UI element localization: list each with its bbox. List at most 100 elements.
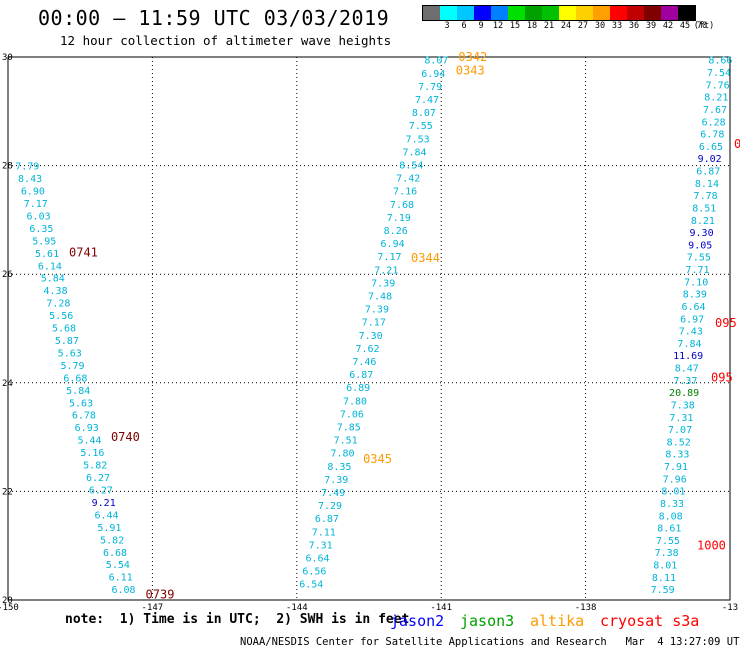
track2-value-label: 7.79 — [418, 82, 442, 93]
track3-value-label: 7.84 — [677, 339, 701, 350]
track3-value-label: 7.07 — [668, 425, 692, 436]
scale-swatch — [491, 6, 508, 20]
track2-value-label: 7.29 — [318, 501, 342, 512]
track2-value-label: 7.49 — [321, 488, 345, 499]
track3-value-label: 8.61 — [657, 524, 681, 535]
track1-value-label: 6.35 — [29, 224, 53, 235]
track3-value-label: 8.39 — [683, 290, 707, 301]
scale-swatch — [474, 6, 491, 20]
scale-swatch — [627, 6, 644, 20]
track1-value-label: 7.28 — [46, 299, 70, 310]
track3-value-label: 8.47 — [675, 364, 699, 375]
track2-value-label: 7.21 — [374, 265, 398, 276]
track3-value-label: 7.71 — [685, 265, 709, 276]
track2-value-label: 8.54 — [399, 161, 423, 172]
track2-time-label: 0344 — [411, 251, 440, 265]
scale-swatch — [457, 6, 474, 20]
track3-value-label: 9.02 — [698, 154, 722, 165]
scale-label: 12 — [492, 21, 504, 31]
track3-value-label: 8.01 — [653, 561, 677, 572]
track3-value-label: 7.76 — [706, 80, 730, 91]
track1-value-label: 5.56 — [49, 311, 73, 322]
track2-time-label: 0342 — [458, 50, 487, 64]
x-tick-label: -138 — [575, 603, 597, 613]
track1-value-label: 6.11 — [109, 573, 133, 584]
legend-jason3: jason3 — [460, 612, 515, 630]
track1-time-label: 0739 — [146, 588, 175, 602]
y-tick-label: 30 — [2, 53, 13, 63]
track3-value-label: 8.11 — [652, 573, 676, 584]
track3-value-label: 8.21 — [691, 216, 715, 227]
track2-value-label: 7.85 — [337, 423, 361, 434]
track2-value-label: 6.94 — [381, 239, 405, 250]
legend-cryosat-s3a: cryosat s3a — [600, 612, 700, 630]
track2-value-label: 7.68 — [390, 200, 414, 211]
plot-frame — [7, 56, 731, 601]
track1-value-label: 5.82 — [100, 535, 124, 546]
track1-value-label: 5.61 — [35, 249, 59, 260]
track3-value-label: 7.91 — [664, 462, 688, 473]
track1-value-label: 5.63 — [58, 348, 82, 359]
track1-value-label: 5.91 — [97, 523, 121, 534]
y-tick-label: 22 — [2, 487, 13, 497]
track2-value-label: 6.89 — [346, 383, 370, 394]
scale-label: 3 — [444, 21, 450, 31]
scale-label: 15 — [509, 21, 521, 31]
scale-swatch — [661, 6, 678, 20]
track3-value-label: 7.55 — [687, 253, 711, 264]
track3-value-label: 6.78 — [700, 130, 724, 141]
track3-time-label: 1000 — [697, 539, 726, 553]
track1-value-label: 6.27 — [89, 485, 113, 496]
x-tick-label: -147 — [142, 603, 164, 613]
track3-value-label: 9.05 — [688, 240, 712, 251]
x-tick-label: -150 — [0, 603, 19, 613]
track1-value-label: 5.54 — [106, 560, 130, 571]
track2-value-label: 7.31 — [309, 540, 333, 551]
x-tick-label: -13 — [722, 603, 738, 613]
track3-value-label: 6.28 — [702, 117, 726, 128]
track1-value-label: 8.43 — [18, 174, 42, 185]
track2-value-label: 7.11 — [312, 527, 336, 538]
track1-value-label: 6.90 — [21, 187, 45, 198]
scale-swatch — [542, 6, 559, 20]
scale-label: 9 — [478, 21, 484, 31]
track3-value-label: 7.59 — [651, 585, 675, 596]
scale-swatch — [508, 6, 525, 20]
scale-label: 70 — [696, 21, 708, 31]
track2-value-label: 7.80 — [330, 449, 354, 460]
y-tick-label: 28 — [2, 162, 13, 172]
track2-value-label: 7.16 — [393, 187, 417, 198]
track3-value-label: 6.65 — [699, 142, 723, 153]
wave-height-color-scale — [422, 5, 696, 21]
track1-value-label: 5.44 — [77, 436, 101, 447]
track3-value-label: 8.33 — [660, 499, 684, 510]
track2-value-label: 7.84 — [402, 147, 426, 158]
track1-value-label: 6.93 — [75, 423, 99, 434]
legend-altika: altika — [530, 612, 585, 630]
track3-value-label: 7.67 — [703, 105, 727, 116]
scale-swatch — [576, 6, 593, 20]
track3-value-label: 7.54 — [707, 68, 731, 79]
track2-value-label: 8.35 — [327, 462, 351, 473]
track3-time-label: 095 — [715, 316, 737, 330]
chart-subtitle: 12 hour collection of altimeter wave hei… — [60, 33, 392, 48]
y-tick-label: 26 — [2, 270, 13, 280]
track3-value-label: 6.87 — [696, 167, 720, 178]
track3-value-label: 7.31 — [669, 413, 693, 424]
track3-value-label: 6.64 — [681, 302, 705, 313]
track2-value-label: 8.26 — [384, 226, 408, 237]
track2-time-label: 0343 — [456, 64, 485, 78]
x-tick-label: -141 — [430, 603, 452, 613]
track3-value-label: 11.69 — [673, 351, 703, 362]
track2-value-label: 7.06 — [340, 409, 364, 420]
track1-value-label: 6.27 — [86, 473, 110, 484]
track2-value-label: 7.17 — [362, 318, 386, 329]
y-tick-label: 20 — [2, 596, 13, 606]
track3-value-label: 8.08 — [659, 511, 683, 522]
scale-swatch — [593, 6, 610, 20]
scale-swatch — [559, 6, 576, 20]
track3-value-label: 20.89 — [669, 388, 699, 399]
track3-value-label: 7.55 — [656, 536, 680, 547]
track1-value-label: 5.68 — [52, 324, 76, 335]
